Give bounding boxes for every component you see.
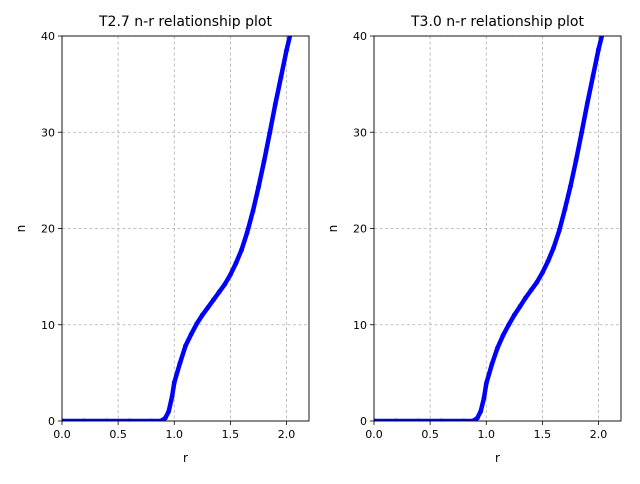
data-point bbox=[188, 332, 194, 337]
y-tick-label: 20 bbox=[41, 223, 55, 236]
data-point bbox=[261, 158, 267, 164]
data-point bbox=[568, 183, 573, 189]
data-point bbox=[374, 418, 377, 421]
data-point bbox=[562, 206, 568, 212]
data-point bbox=[506, 322, 512, 328]
data-point bbox=[267, 130, 273, 136]
x-tick-label: 1.5 bbox=[534, 428, 552, 441]
data-point bbox=[556, 228, 562, 233]
data-point bbox=[292, 14, 297, 19]
data-point bbox=[545, 258, 551, 264]
data-point bbox=[194, 321, 200, 327]
data-point bbox=[489, 361, 495, 367]
data-point bbox=[205, 305, 211, 310]
data-point bbox=[162, 415, 168, 421]
data-point bbox=[250, 208, 256, 214]
data-point bbox=[511, 312, 517, 318]
y-axis-label: n bbox=[14, 225, 28, 233]
data-point bbox=[517, 304, 523, 309]
data-point bbox=[169, 394, 175, 400]
data-point bbox=[416, 418, 422, 421]
data-point bbox=[284, 48, 289, 53]
data-point bbox=[62, 418, 65, 421]
chart-title: T2.7 n-r relationship plot bbox=[98, 14, 272, 30]
data-point bbox=[158, 418, 164, 421]
x-tick-label: 2.0 bbox=[590, 428, 608, 441]
data-point bbox=[528, 287, 534, 293]
x-tick-label: 0.5 bbox=[421, 428, 439, 441]
data-point bbox=[461, 418, 467, 421]
data-point bbox=[278, 75, 284, 80]
y-tick-label: 10 bbox=[41, 319, 55, 332]
data-point bbox=[470, 418, 476, 421]
data-point bbox=[534, 280, 540, 285]
data-point bbox=[483, 381, 489, 386]
x-tick-label: 1.0 bbox=[478, 428, 496, 441]
data-point bbox=[244, 229, 250, 235]
y-tick-label: 0 bbox=[48, 415, 55, 428]
data-point bbox=[474, 415, 480, 421]
x-tick-label: 1.0 bbox=[166, 428, 184, 441]
data-point bbox=[211, 297, 217, 303]
y-tick-label: 30 bbox=[41, 126, 55, 139]
chart-title: T3.0 n-r relationship plot bbox=[410, 14, 584, 30]
x-tick-label: 1.5 bbox=[222, 428, 240, 441]
data-point bbox=[500, 332, 506, 338]
data-point bbox=[573, 157, 579, 163]
y-tick-label: 30 bbox=[353, 126, 367, 139]
data-point bbox=[579, 129, 585, 135]
data-point bbox=[290, 24, 295, 29]
data-point bbox=[127, 418, 132, 421]
data-point bbox=[166, 409, 172, 414]
x-tick-label: 2.0 bbox=[278, 428, 296, 441]
data-point bbox=[177, 360, 183, 366]
data-point bbox=[199, 312, 205, 318]
data-point bbox=[394, 418, 399, 421]
data-point bbox=[272, 101, 278, 107]
y-tick-label: 10 bbox=[353, 319, 367, 332]
data-point bbox=[216, 289, 222, 295]
data-point bbox=[149, 418, 155, 421]
right-plot-panel: 0.0 0.5 1.0 1.5 2.0 0 10 20 30 40 T3.0 n-r relatio… bbox=[326, 14, 622, 465]
data-point bbox=[596, 47, 601, 52]
x-axis-label: r bbox=[183, 451, 188, 465]
data-point bbox=[551, 245, 556, 251]
x-axis-label: r bbox=[495, 451, 500, 465]
y-tick-label: 20 bbox=[353, 223, 367, 236]
data-point bbox=[481, 395, 487, 401]
data-point bbox=[584, 101, 590, 106]
data-point bbox=[439, 418, 444, 421]
x-tick-label: 0.0 bbox=[53, 428, 71, 441]
x-tick-label: 0.5 bbox=[109, 428, 127, 441]
data-point bbox=[602, 24, 607, 29]
data-point bbox=[104, 418, 110, 421]
x-tick-label: 0.0 bbox=[365, 428, 383, 441]
left-plot-panel: 0.0 0.5 1.0 1.5 2.0 0 10 20 30 40 T2.7 n-r relatio… bbox=[14, 14, 310, 465]
data-point bbox=[233, 260, 239, 266]
y-tick-label: 0 bbox=[360, 415, 367, 428]
y-tick-label: 40 bbox=[353, 30, 367, 43]
data-point bbox=[183, 343, 188, 349]
data-point bbox=[171, 380, 177, 385]
data-point bbox=[540, 270, 545, 276]
data-point bbox=[604, 14, 609, 19]
data-point bbox=[523, 295, 528, 301]
data-point bbox=[590, 74, 596, 79]
data-point bbox=[239, 247, 245, 253]
data-point bbox=[478, 409, 484, 414]
data-point bbox=[222, 281, 228, 287]
y-tick-label: 40 bbox=[41, 30, 55, 43]
data-point bbox=[228, 272, 233, 278]
data-point bbox=[82, 418, 87, 421]
y-axis-label: n bbox=[326, 225, 340, 233]
data-point bbox=[495, 345, 500, 351]
data-point bbox=[256, 184, 261, 190]
